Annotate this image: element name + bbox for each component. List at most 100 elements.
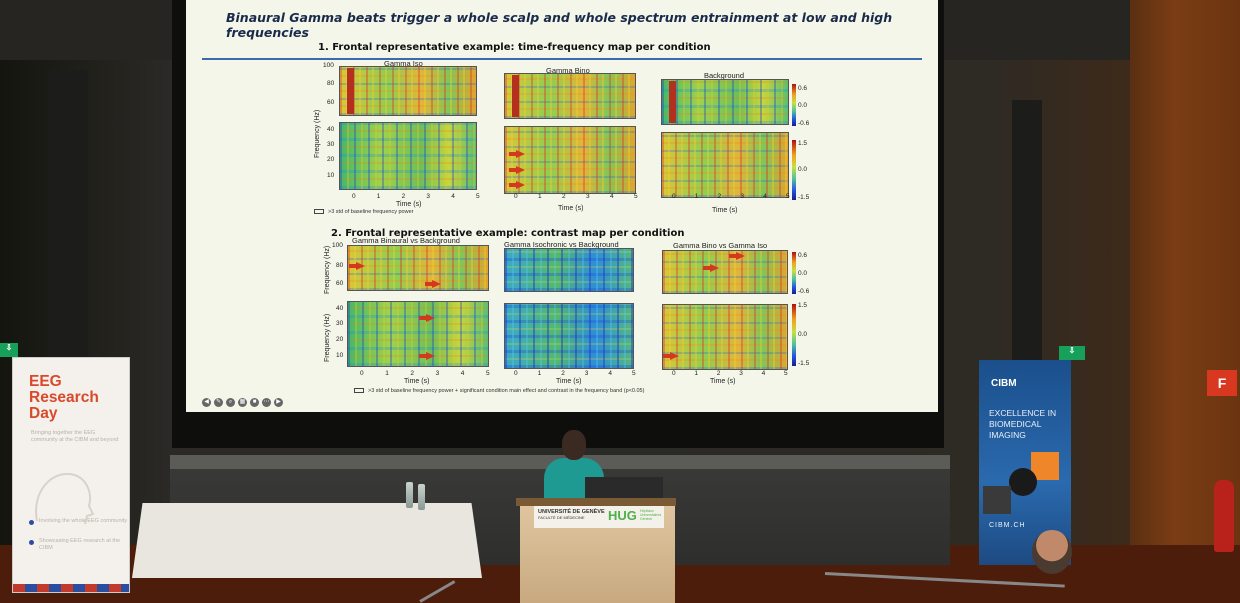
banner-title: EEG Research Day <box>29 373 99 422</box>
x-tick: 0 <box>514 370 518 377</box>
podium-sponsor-label: UNIVERSITÉ DE GENÈVE FACULTÉ DE MÉDECINE … <box>534 506 664 528</box>
y-axis-title-bottom-low: Frequency (Hz) <box>324 313 331 362</box>
title-rule <box>202 58 922 60</box>
next-slide-icon[interactable]: ▶ <box>274 398 283 407</box>
y-tick: 100 <box>323 62 334 69</box>
x-tick: 3 <box>426 193 431 200</box>
x-axis-title-top-3: Time (s) <box>712 207 738 214</box>
x-tick: 1 <box>376 193 381 200</box>
cbar-tick: -0.6 <box>798 288 810 295</box>
exit-sign-right: ⇩ <box>1059 346 1085 360</box>
speaker-head <box>562 430 586 460</box>
x-tick: 4 <box>610 193 614 200</box>
more-icon[interactable]: ⋯ <box>262 398 271 407</box>
cbar-tick: 0.0 <box>798 270 808 277</box>
cbar-tick: 0.6 <box>798 85 808 92</box>
x-tick: 5 <box>476 193 480 200</box>
prev-slide-icon[interactable]: ◀ <box>202 398 211 407</box>
arrow-marker <box>703 264 719 272</box>
contrast-map-bino-iso-high <box>662 250 788 294</box>
banner-bullet-2: Showcasing EEG research at the CIBM <box>39 538 121 551</box>
x-axis-title-top-1: Time (s) <box>396 201 422 208</box>
cbar-tick: 1.5 <box>798 140 808 147</box>
slide-title: Binaural Gamma beats trigger a whole sca… <box>226 10 893 40</box>
arrow-marker <box>349 262 365 270</box>
x-tick: 2 <box>716 370 721 377</box>
section-1-heading: 1. Frontal representative example: time-… <box>318 42 711 53</box>
x-tick: 3 <box>739 370 743 377</box>
x-tick: 3 <box>586 193 590 200</box>
cbar-tick: 0.0 <box>798 166 808 173</box>
contrast-map-isochronic-low <box>504 303 634 369</box>
panel-title-gamma-bino: Gamma Bino <box>546 66 590 75</box>
legend-swatch-1 <box>314 209 324 214</box>
x-tick: 3 <box>584 370 589 377</box>
x-tick: 2 <box>562 193 566 200</box>
x-tick: 1 <box>385 370 389 377</box>
arrow-marker <box>509 166 525 174</box>
fire-sign: F <box>1207 370 1237 396</box>
arrow-marker <box>729 252 745 260</box>
arrow-marker <box>425 280 441 288</box>
y-axis-title-bottom-high: Frequency (Hz) <box>324 245 331 294</box>
banner-tagline: Bringing together the EEG community at t… <box>31 430 119 443</box>
x-tick: 5 <box>486 370 490 377</box>
y-tick: 40 <box>327 126 335 133</box>
arrow-marker <box>509 150 525 158</box>
banner-image-tile <box>983 486 1011 514</box>
cbar-tick: -1.5 <box>798 360 810 367</box>
unige-label: UNIVERSITÉ DE GENÈVE FACULTÉ DE MÉDECINE <box>538 509 605 520</box>
y-tick: 20 <box>336 336 344 343</box>
banner-image-tile <box>1009 468 1037 496</box>
y-tick: 100 <box>332 242 343 249</box>
x-axis-title-bottom-2: Time (s) <box>556 378 582 385</box>
x-tick: 5 <box>634 193 638 200</box>
contrast-map-binaural-low <box>347 301 489 367</box>
presentation-slide: Binaural Gamma beats trigger a whole sca… <box>186 0 938 412</box>
x-tick: 3 <box>740 193 745 200</box>
colorbar-bottom-low <box>792 304 796 366</box>
arrow-marker <box>509 181 525 189</box>
camera-icon[interactable]: ■ <box>250 398 259 407</box>
y-tick: 30 <box>336 320 344 327</box>
cbar-tick: -1.5 <box>798 194 810 201</box>
x-tick: 2 <box>401 193 406 200</box>
x-axis-title-top-2: Time (s) <box>558 205 584 212</box>
colorbar-bottom-high <box>792 252 796 294</box>
tf-map-gamma-iso-high <box>339 66 477 116</box>
x-tick: 2 <box>717 193 722 200</box>
water-bottle <box>418 484 425 510</box>
bullet-dot <box>29 520 34 525</box>
legend-swatch-2 <box>354 388 364 393</box>
y-tick: 80 <box>327 80 335 87</box>
x-tick: 3 <box>435 370 440 377</box>
contrast-map-isochronic-high <box>504 248 634 292</box>
panel-title-gamma-iso: Gamma Iso <box>384 59 423 68</box>
tf-map-background-high <box>661 79 789 125</box>
y-tick: 60 <box>327 99 335 106</box>
cbar-tick: 0.0 <box>798 331 808 338</box>
water-bottle <box>406 482 413 508</box>
banner-stripe <box>13 584 129 592</box>
contrast-map-binaural-high <box>347 245 489 291</box>
hug-subtitle: Hôpitaux Universitaires Genève <box>640 509 662 521</box>
cibm-slogan: EXCELLENCE IN BIOMEDICAL IMAGING <box>989 408 1057 440</box>
y-tick: 20 <box>327 156 335 163</box>
tf-map-gamma-bino-low <box>504 126 636 194</box>
x-tick: 4 <box>761 370 766 377</box>
tf-map-gamma-bino-high <box>504 73 636 119</box>
y-tick: 10 <box>327 172 335 179</box>
audience-member <box>1032 530 1072 574</box>
x-tick: 5 <box>632 370 636 377</box>
tf-map-background-low <box>661 132 789 198</box>
x-tick: 5 <box>786 193 790 200</box>
zoom-icon[interactable]: ⌕ <box>226 398 235 407</box>
y-tick: 30 <box>327 141 335 148</box>
stim-onset-band-iso <box>347 68 354 114</box>
cbar-tick: -0.6 <box>798 120 810 127</box>
podium-top <box>516 498 676 506</box>
grid-icon[interactable]: ▦ <box>238 398 247 407</box>
pen-icon[interactable]: ✎ <box>214 398 223 407</box>
panel-title-binaural-vs-background: Gamma Binaural vs Background <box>352 236 460 245</box>
wall-panel-left <box>48 70 88 360</box>
